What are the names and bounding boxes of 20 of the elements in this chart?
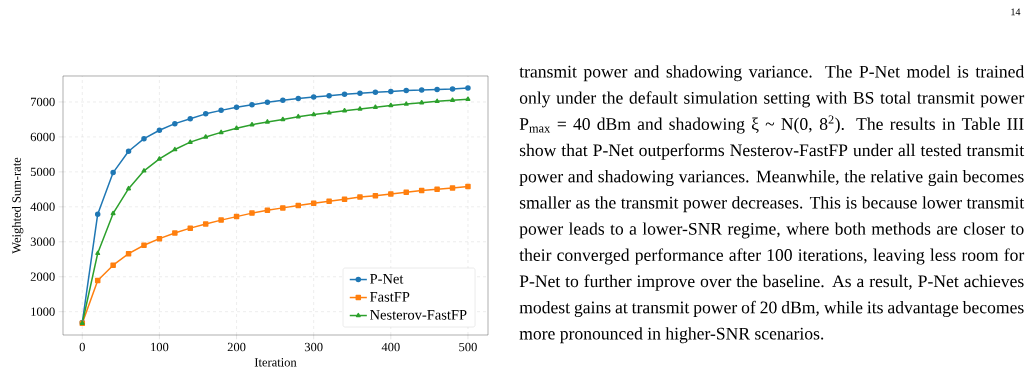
x-tick-label: 200: [227, 342, 246, 352]
y-tick-label: 2000: [30, 272, 55, 281]
legend-label: Nesterov-FastFP: [370, 310, 467, 320]
x-tick-label: 400: [381, 342, 400, 352]
legend-label: FastFP: [370, 292, 410, 302]
x-tick-label: 500: [459, 342, 477, 352]
y-axis-title: Weighted Sum-rate: [11, 157, 24, 254]
x-tick-label: 300: [304, 342, 323, 352]
y-tick-label: 3000: [30, 237, 55, 246]
x-tick-label: 0: [79, 342, 85, 352]
text: transmit power and shadowing variance. The P-Net model is trained only under the default simulation setting with BS total transmit power P$_{max}$ = 40 dBm and shadowing ξ ~ N(0, 8$^{2}$). The results in Table III show that P-Net outperforms Nesterov-FastFP under all tested transmit power and shadowing variances. Meanwhile, the relative gain becomes smaller as the transmit power decreases. This is because lower transmit power leads to a lower-SNR regime, where both methods are closer to their converged performance after 100 iterations, leaving less room for P-Net to further improve over the baseline. As a result, P-Net achieves modest gains at transmit power of 20 dBm, while its advantage becomes more pronounced in higher-SNR scenarios.: [519, 65, 1025, 344]
y-tick-label: 1000: [31, 307, 55, 316]
x-axis-title: Iteration: [254, 358, 297, 367]
y-tick-label: 5000: [30, 167, 55, 177]
y-tick-label: 7000: [31, 97, 55, 107]
x-tick-label: 100: [151, 342, 169, 352]
text: 14: [1011, 8, 1021, 16]
y-tick-label: 4000: [30, 202, 55, 212]
y-tick-label: 6000: [30, 132, 55, 142]
legend-label: P-Net: [370, 274, 404, 284]
